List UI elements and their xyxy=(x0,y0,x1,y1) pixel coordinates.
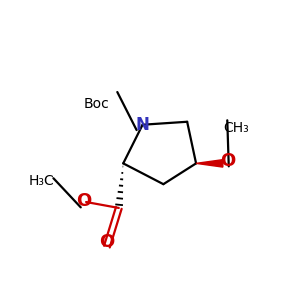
Text: CH₃: CH₃ xyxy=(223,121,249,135)
Text: O: O xyxy=(76,191,91,209)
Polygon shape xyxy=(196,160,223,167)
Text: O: O xyxy=(220,152,236,170)
Text: O: O xyxy=(99,233,115,251)
Text: Boc: Boc xyxy=(84,97,110,111)
Text: N: N xyxy=(136,116,149,134)
Text: H₃C: H₃C xyxy=(28,174,54,188)
